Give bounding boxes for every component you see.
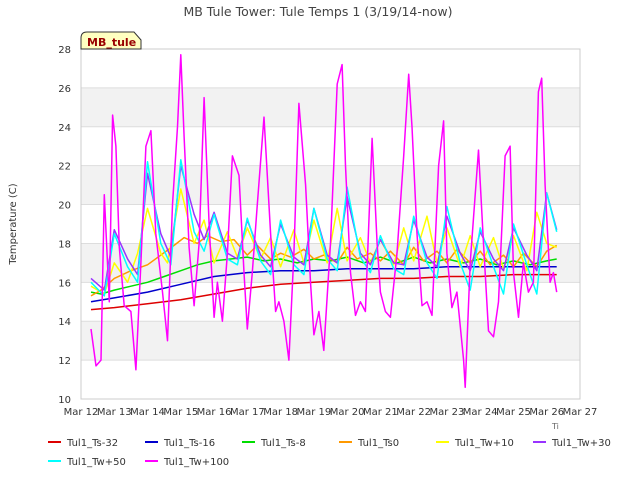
y-tick-label: 28 bbox=[58, 45, 71, 56]
background-band bbox=[81, 360, 580, 399]
background-band bbox=[81, 49, 580, 88]
legend-label: Tul1_Ts0 bbox=[357, 438, 399, 449]
chart-title: MB Tule Tower: Tule Temps 1 (3/19/14-now… bbox=[183, 4, 452, 19]
y-tick-label: 12 bbox=[58, 356, 71, 367]
y-tick-label: 14 bbox=[58, 317, 71, 328]
background-band bbox=[81, 282, 580, 322]
x-tick-label: Mar 27 bbox=[563, 407, 598, 418]
background-band bbox=[81, 321, 580, 361]
background-band bbox=[81, 126, 580, 166]
x-tick-label: Mar 14 bbox=[130, 407, 165, 418]
x-tick-label: Mar 15 bbox=[163, 407, 198, 418]
x-tick-label: Mar 22 bbox=[396, 407, 431, 418]
legend-label: Tul1_Ts-8 bbox=[260, 438, 306, 449]
station-badge: MB_tule bbox=[80, 31, 142, 50]
x-tick-label: Mar 12 bbox=[64, 407, 99, 418]
series-line bbox=[90, 188, 557, 295]
x-tick-label: Mar 21 bbox=[363, 407, 398, 418]
y-tick-label: 24 bbox=[58, 123, 71, 134]
x-tick-label: Mar 19 bbox=[296, 407, 331, 418]
x-tick-label: Mar 13 bbox=[97, 407, 132, 418]
series-line bbox=[90, 266, 557, 303]
legend-label: Tul1_Tw+10 bbox=[454, 438, 514, 449]
series-line bbox=[90, 54, 558, 389]
x-tick-label: Mar 17 bbox=[230, 407, 265, 418]
corner-mark: Ti bbox=[551, 422, 559, 431]
series-lines bbox=[90, 54, 558, 389]
y-tick-label: 18 bbox=[58, 239, 71, 250]
legend-label: Tul1_Ts-16 bbox=[163, 438, 215, 449]
plot-area-border bbox=[80, 48, 581, 400]
x-tick-label: Mar 16 bbox=[197, 407, 232, 418]
y-tick-label: 22 bbox=[58, 162, 71, 173]
y-tick-label: 16 bbox=[58, 278, 71, 289]
legend-label: Tul1_Ts-32 bbox=[66, 438, 118, 449]
y-tick-label: 20 bbox=[58, 201, 71, 212]
y-tick-label: 10 bbox=[58, 395, 71, 406]
legend-label: Tul1_Tw+50 bbox=[66, 457, 126, 468]
station-badge-label: MB_tule bbox=[87, 36, 136, 49]
x-tick-label: Mar 26 bbox=[529, 407, 564, 418]
x-tick-label: Mar 25 bbox=[496, 407, 531, 418]
legend: Tul1_Ts-32 Tul1_Ts-16 Tul1_Ts-8 Tul1_Ts0 Tul… bbox=[48, 438, 611, 468]
y-axis-ticks: 10 12 14 16 18 20 22 24 26 28 bbox=[58, 45, 71, 406]
y-tick-label: 26 bbox=[58, 84, 71, 95]
y-axis-label: Temperature (C) bbox=[8, 183, 19, 265]
background-band bbox=[81, 165, 580, 205]
x-tick-label: Mar 23 bbox=[430, 407, 465, 418]
legend-label: Tul1_Tw+30 bbox=[551, 438, 611, 449]
x-tick-label: Mar 24 bbox=[463, 407, 498, 418]
x-tick-label: Mar 20 bbox=[330, 407, 365, 418]
legend-label: Tul1_Tw+100 bbox=[163, 457, 229, 468]
background-band bbox=[81, 87, 580, 127]
x-tick-label: Mar 18 bbox=[263, 407, 298, 418]
